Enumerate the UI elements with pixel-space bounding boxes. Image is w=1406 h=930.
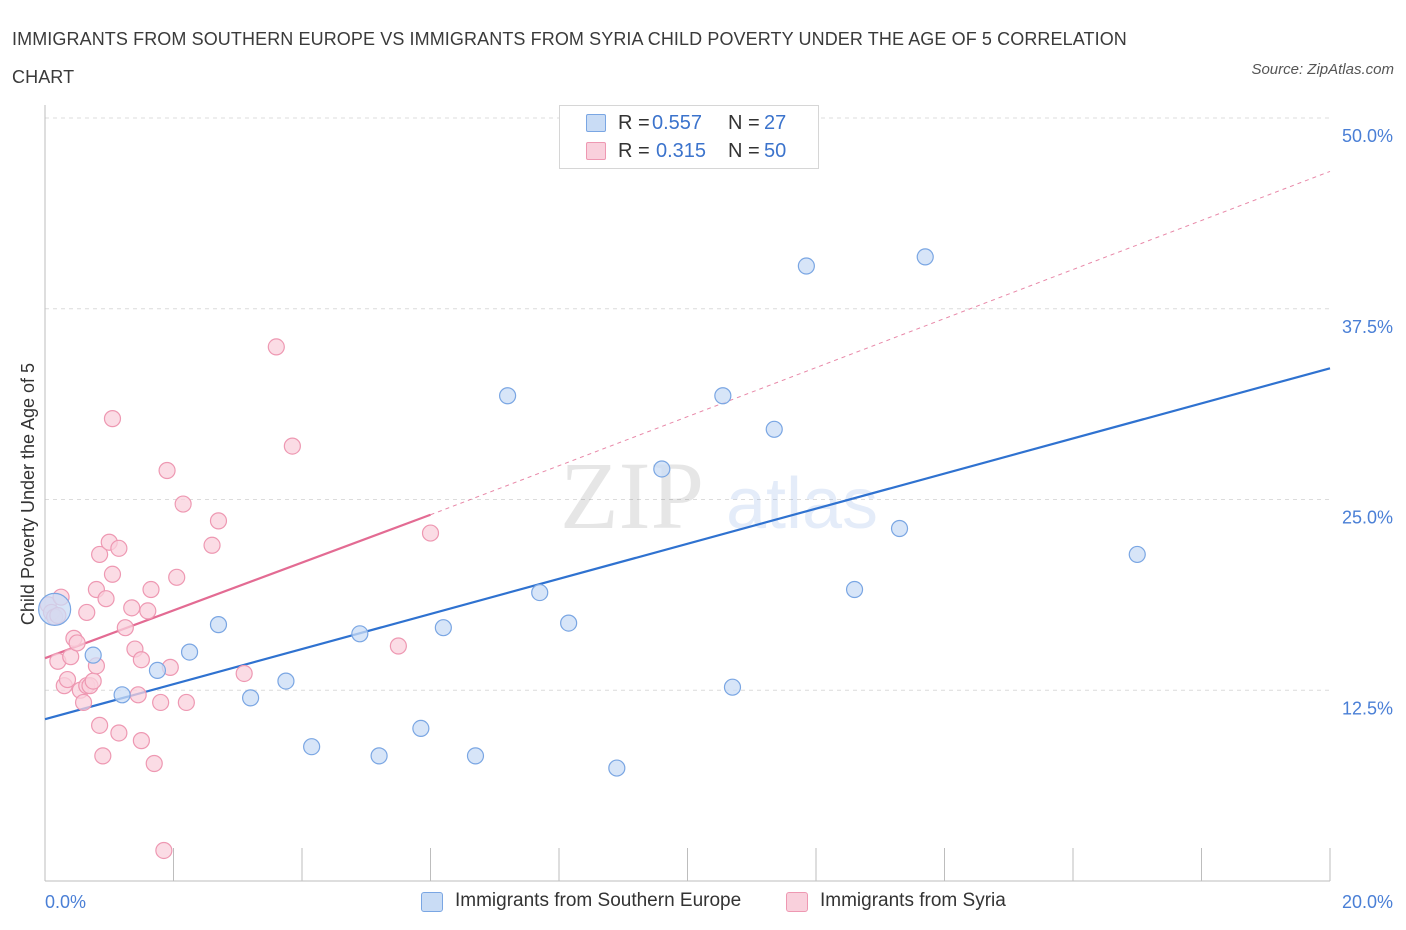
point-syria: [116, 619, 134, 637]
point-syria: [139, 602, 157, 620]
data-points: [38, 248, 1146, 860]
point-southern-europe: [148, 661, 167, 680]
point-southern-europe: [277, 672, 295, 690]
legend-swatch-pink: [586, 142, 606, 160]
point-syria: [68, 634, 86, 652]
point-syria: [152, 693, 170, 712]
point-southern-europe: [608, 759, 626, 777]
point-syria: [235, 664, 253, 683]
legend: R = 0.557 N = 27 R = 0.315 N = 50: [559, 105, 819, 169]
point-southern-europe: [560, 614, 578, 632]
bottom-legend-swatch-pink: [786, 892, 808, 912]
bottom-legend-label: Immigrants from Southern Europe: [455, 890, 742, 911]
point-syria: [168, 568, 186, 586]
bottom-legend-swatch-blue: [421, 892, 443, 912]
x-tick-label-min: 0.0%: [45, 892, 86, 912]
point-syria: [74, 693, 93, 712]
point-syria: [58, 670, 77, 689]
point-southern-europe: [653, 460, 671, 478]
point-syria: [132, 732, 150, 750]
point-southern-europe: [466, 747, 485, 765]
point-syria: [91, 716, 109, 734]
point-syria: [389, 637, 407, 655]
point-southern-europe: [180, 643, 199, 661]
legend-r-value: 0.315: [656, 140, 707, 162]
point-southern-europe: [412, 719, 430, 738]
point-southern-europe: [531, 583, 549, 602]
point-southern-europe: [351, 625, 369, 643]
point-southern-europe: [765, 420, 783, 438]
trend-lines: [44, 170, 1331, 721]
point-southern-europe: [499, 387, 517, 405]
point-southern-europe: [890, 519, 909, 538]
y-tick-label: 12.5%: [1342, 698, 1393, 718]
y-tick-label: 50.0%: [1342, 126, 1393, 146]
point-syria: [132, 651, 150, 669]
point-southern-europe: [303, 738, 321, 756]
point-southern-europe: [113, 686, 131, 704]
point-syria: [177, 693, 195, 712]
point-syria: [103, 565, 122, 583]
point-southern-europe: [242, 689, 260, 707]
point-syria: [203, 536, 221, 554]
chart-source: Source: ZipAtlas.com: [1251, 61, 1394, 78]
legend-n-label: N =: [728, 112, 760, 134]
y-axis-title: Child Poverty Under the Age of 5: [18, 363, 38, 625]
point-syria: [142, 580, 160, 599]
point-syria: [62, 648, 80, 666]
chart-title: IMMIGRANTS FROM SOUTHERN EUROPE VS IMMIG…: [12, 29, 1127, 87]
trend-line-syria: [44, 513, 431, 660]
point-syria: [158, 461, 176, 480]
axes: [44, 105, 1331, 882]
point-syria: [110, 539, 128, 557]
legend-n-value: 27: [764, 112, 787, 134]
point-southern-europe: [797, 257, 815, 275]
point-syria: [283, 437, 301, 455]
point-syria: [421, 524, 440, 542]
grid-lines: [45, 117, 1330, 691]
bottom-legend-label: Immigrants from Syria: [820, 890, 1006, 911]
legend-r-value: 0.557: [652, 112, 703, 134]
point-southern-europe: [916, 248, 934, 266]
point-syria: [91, 545, 109, 564]
point-syria: [97, 590, 115, 608]
point-southern-europe: [38, 592, 72, 626]
point-southern-europe: [370, 747, 388, 765]
trend-line-syria-extension: [430, 170, 1331, 516]
point-syria: [267, 338, 285, 356]
point-syria: [103, 410, 122, 428]
watermark-atlas: atlas: [726, 464, 878, 544]
point-southern-europe: [1128, 545, 1146, 564]
point-syria: [155, 841, 173, 860]
y-tick-label: 25.0%: [1342, 508, 1393, 528]
watermark: ZIP atlas: [560, 442, 878, 549]
y-tick-label: 37.5%: [1342, 317, 1393, 337]
point-southern-europe: [84, 646, 102, 664]
point-syria: [174, 495, 192, 513]
legend-swatch-blue: [586, 114, 606, 132]
legend-n-value: 50: [764, 140, 787, 162]
point-southern-europe: [723, 678, 742, 696]
point-syria: [84, 672, 102, 690]
x-tick-label-max: 20.0%: [1342, 892, 1393, 912]
point-syria: [209, 512, 228, 530]
point-southern-europe: [209, 616, 228, 634]
point-southern-europe: [845, 580, 864, 599]
watermark-zip: ZIP: [560, 442, 704, 549]
point-syria: [78, 603, 96, 622]
point-syria: [110, 724, 128, 742]
tick-labels: 12.5% 25.0% 37.5% 50.0% 0.0% 20.0%: [45, 126, 1393, 912]
trend-line-southern-europe: [44, 367, 1331, 721]
legend-n-label: N =: [728, 140, 760, 162]
point-southern-europe: [434, 619, 452, 637]
point-syria: [123, 599, 141, 617]
point-syria: [94, 747, 112, 765]
point-southern-europe: [714, 387, 732, 405]
point-syria: [145, 754, 163, 773]
point-syria: [129, 686, 147, 704]
legend-r-label: R =: [618, 140, 650, 162]
legend-r-label: R =: [618, 112, 650, 134]
